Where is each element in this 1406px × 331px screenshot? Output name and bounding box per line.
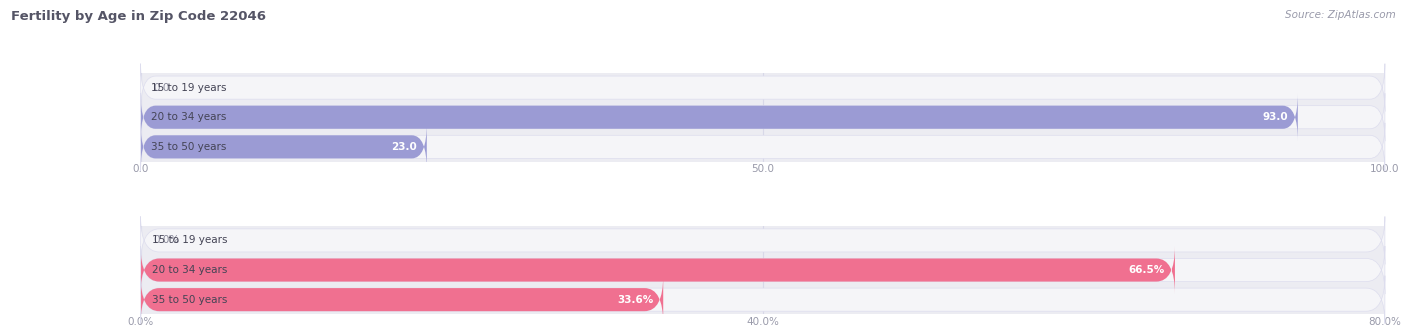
FancyBboxPatch shape: [141, 123, 427, 171]
Text: Source: ZipAtlas.com: Source: ZipAtlas.com: [1285, 10, 1396, 20]
Text: 15 to 19 years: 15 to 19 years: [152, 235, 228, 245]
Text: 93.0: 93.0: [1263, 112, 1288, 122]
FancyBboxPatch shape: [141, 216, 1385, 264]
Text: 20 to 34 years: 20 to 34 years: [152, 265, 228, 275]
FancyBboxPatch shape: [141, 276, 664, 324]
Text: 20 to 34 years: 20 to 34 years: [152, 112, 226, 122]
FancyBboxPatch shape: [141, 93, 1385, 141]
Text: 66.5%: 66.5%: [1129, 265, 1166, 275]
Text: 23.0: 23.0: [391, 142, 416, 152]
FancyBboxPatch shape: [141, 246, 1175, 294]
Text: 0.0: 0.0: [153, 83, 169, 93]
FancyBboxPatch shape: [141, 93, 1298, 141]
Text: Fertility by Age in Zip Code 22046: Fertility by Age in Zip Code 22046: [11, 10, 266, 23]
FancyBboxPatch shape: [141, 246, 1385, 294]
Text: 33.6%: 33.6%: [617, 295, 654, 305]
FancyBboxPatch shape: [141, 64, 1385, 112]
Text: 35 to 50 years: 35 to 50 years: [152, 295, 228, 305]
FancyBboxPatch shape: [141, 123, 1385, 171]
Text: 35 to 50 years: 35 to 50 years: [152, 142, 226, 152]
Text: 0.0%: 0.0%: [153, 235, 180, 245]
Text: 15 to 19 years: 15 to 19 years: [152, 83, 226, 93]
FancyBboxPatch shape: [141, 276, 1385, 324]
